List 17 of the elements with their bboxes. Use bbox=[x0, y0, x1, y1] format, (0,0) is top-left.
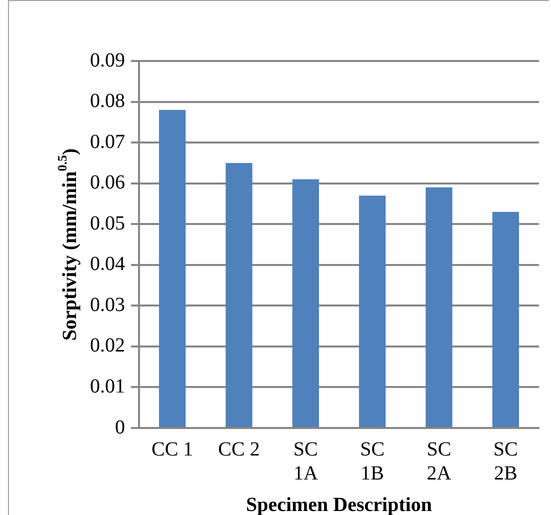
y-tick-label: 0.04 bbox=[90, 253, 125, 276]
x-tick-label: SC 1B bbox=[360, 438, 385, 484]
x-tick-label: SC 2A bbox=[426, 438, 452, 484]
y-axis-title: Sorptivity (mm/min0.5) bbox=[54, 148, 82, 341]
y-tick-label: 0.03 bbox=[90, 294, 125, 316]
y-tick-label: 0.02 bbox=[90, 334, 125, 357]
x-tick-label: CC 2 bbox=[218, 438, 260, 460]
x-tick-label: SC 2B bbox=[493, 438, 518, 484]
y-tick-label: 0 bbox=[115, 416, 125, 438]
x-tick-label: CC 1 bbox=[151, 438, 194, 460]
y-tick-label: 0.08 bbox=[90, 90, 125, 112]
y-tick-label: 0.01 bbox=[90, 375, 125, 398]
y-tick-label: 0.07 bbox=[90, 130, 125, 153]
y-tick-label: 0.09 bbox=[90, 49, 125, 72]
y-tick-label: 0.06 bbox=[90, 172, 125, 194]
y-tick-label: 0.05 bbox=[90, 212, 125, 234]
x-tick-label: SC 1A bbox=[293, 438, 318, 484]
